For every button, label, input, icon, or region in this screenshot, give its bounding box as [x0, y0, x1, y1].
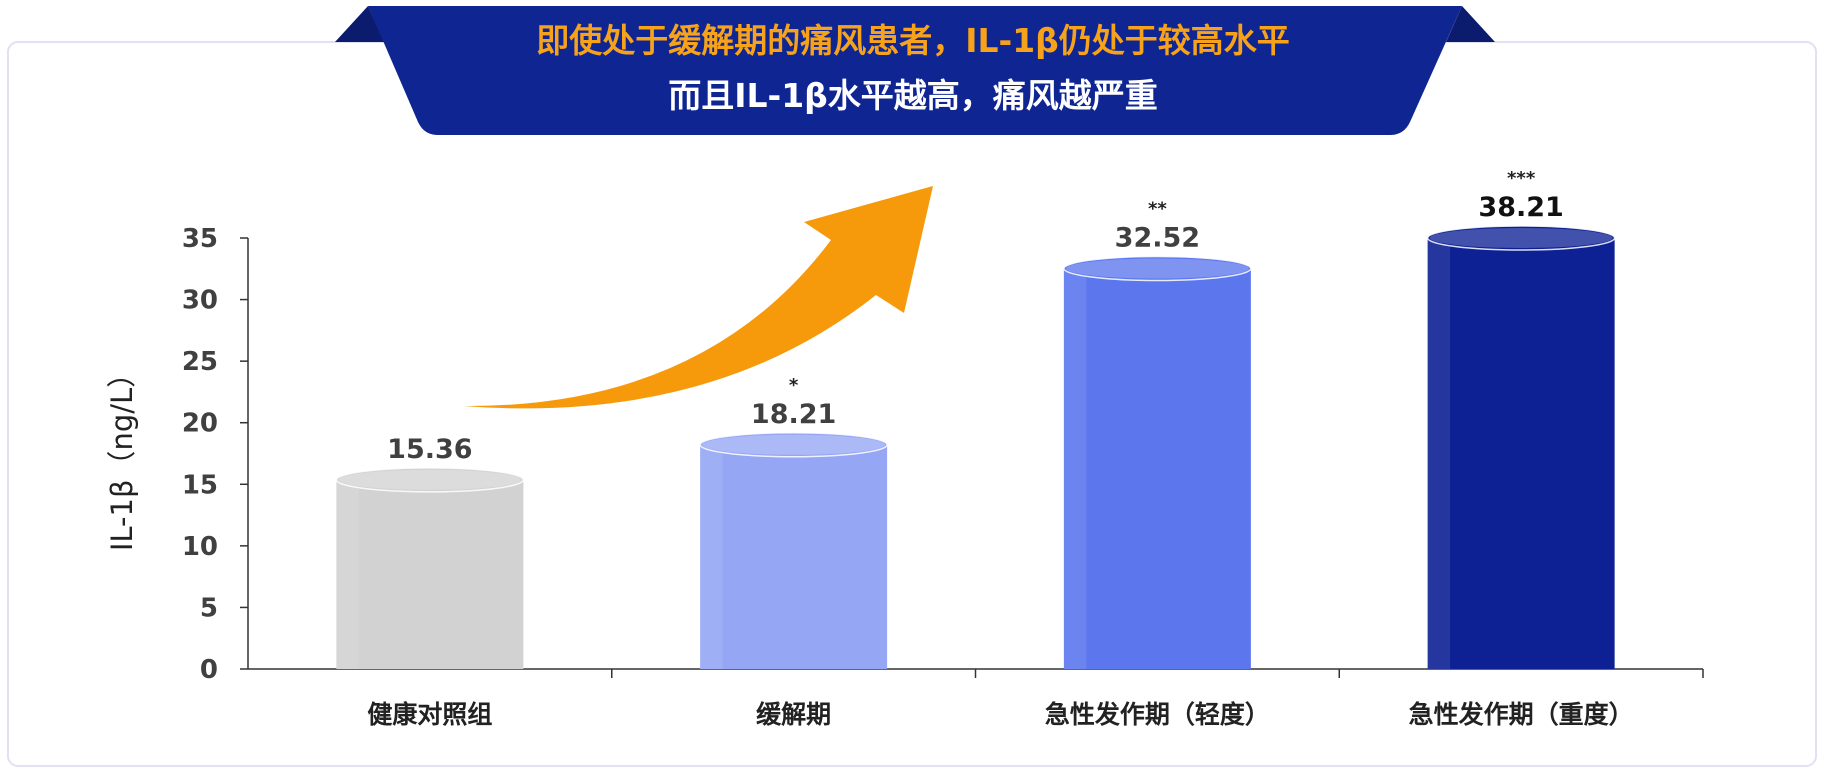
y-tick-label: 15: [182, 470, 218, 500]
banner: 即使处于缓解期的痛风患者，IL-1β仍处于较高水平 而且IL-1β水平越高，痛风…: [335, 6, 1495, 135]
trend-arrow: [463, 186, 933, 409]
bar-top-highlight: [338, 469, 522, 490]
bar-top-cap: [1063, 255, 1252, 282]
y-tick-label: 0: [200, 655, 218, 685]
bar-body: [336, 479, 524, 669]
banner-ribbon: [368, 6, 1462, 135]
y-ticks: 0 5 10 15 20 25 30 35: [182, 224, 248, 685]
bar-top-highlight: [1429, 228, 1613, 248]
y-axis-label: IL-1β（ng/L）: [105, 359, 139, 551]
value-label: 15.36: [387, 434, 472, 465]
bar-shade: [700, 444, 723, 669]
x-tick-label: 缓解期: [756, 700, 831, 729]
y-tick-label: 30: [182, 286, 218, 316]
significance-label: *: [789, 375, 799, 396]
bar-top-highlight: [702, 434, 886, 455]
x-tick-label: 健康对照组: [367, 700, 492, 729]
banner-right-fold: [1446, 6, 1495, 42]
bar-body: [1063, 268, 1251, 669]
bar-top-cap: [1426, 225, 1616, 251]
bar-shade: [336, 479, 359, 669]
bar-shade: [1063, 268, 1087, 669]
y-tick-label: 25: [182, 347, 218, 377]
banner-line-1: 即使处于缓解期的痛风患者，IL-1β仍处于较高水平: [536, 21, 1290, 60]
bar-2: 18.21 *: [699, 375, 888, 669]
significance-label: **: [1148, 199, 1167, 220]
x-tick-label: 急性发作期（轻度）: [1045, 700, 1270, 729]
y-tick-label: 35: [182, 224, 218, 254]
y-tick-label: 10: [182, 532, 218, 562]
y-tick-label: 20: [182, 409, 218, 439]
significance-label: ***: [1507, 168, 1536, 189]
bar-body: [700, 444, 888, 669]
bars: 15.36 18.21 * 32.52 ** 38.21 ***: [335, 168, 1616, 669]
bar-top-cap: [335, 467, 525, 493]
x-ticks: [611, 669, 1704, 678]
x-tick-labels: 健康对照组 缓解期 急性发作期（轻度） 急性发作期（重度）: [367, 700, 1633, 729]
banner-line-2: 而且IL-1β水平越高，痛风越严重: [668, 76, 1158, 115]
banner-left-fold: [335, 6, 384, 42]
bar-top-cap: [699, 432, 888, 458]
value-label: 38.21: [1478, 192, 1563, 223]
bar-1: 15.36: [335, 434, 525, 669]
bar-3: 32.52 **: [1063, 199, 1252, 669]
bar-body: [1427, 238, 1615, 669]
bar-top-highlight: [1065, 258, 1249, 279]
value-label: 18.21: [751, 399, 836, 430]
y-tick-label: 5: [200, 593, 218, 623]
x-tick-label: 急性发作期（重度）: [1409, 700, 1634, 729]
bar-shade: [1427, 238, 1451, 669]
value-label: 32.52: [1115, 223, 1200, 254]
bar-4: 38.21 ***: [1426, 168, 1616, 669]
